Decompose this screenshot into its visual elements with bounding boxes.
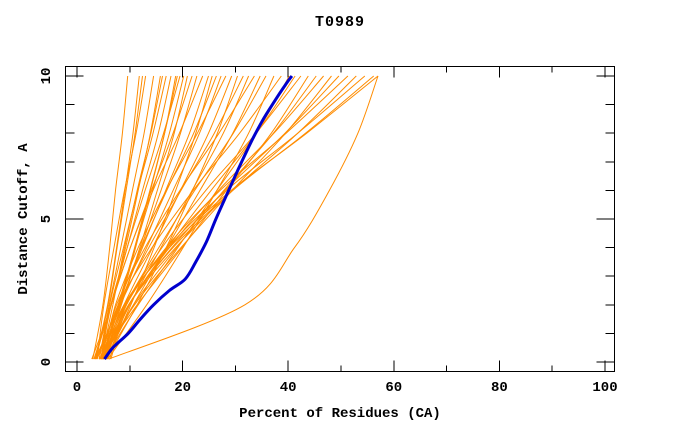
prediction-curve <box>99 75 282 360</box>
x-tick-label: 60 <box>385 380 402 396</box>
prediction-curve <box>94 75 140 360</box>
prediction-curve <box>104 75 379 360</box>
y-tick-label: 5 <box>39 215 55 223</box>
x-tick-label: 100 <box>592 380 617 396</box>
prediction-curve <box>96 75 244 360</box>
prediction-curve <box>110 75 375 360</box>
prediction-curve <box>100 75 204 360</box>
prediction-curve <box>94 75 222 360</box>
prediction-curve <box>98 75 309 360</box>
prediction-curve <box>106 75 238 360</box>
prediction-curve <box>108 75 379 360</box>
prediction-curve <box>96 75 147 360</box>
prediction-curve <box>92 75 129 360</box>
prediction-curve <box>95 75 143 360</box>
y-tick-label: 0 <box>39 358 55 366</box>
prediction-curve <box>102 75 227 360</box>
curves-group <box>91 75 379 360</box>
highlighted-prediction-curve <box>103 75 294 360</box>
chart-title: T0989 <box>314 14 365 31</box>
x-tick-label: 40 <box>280 380 297 396</box>
x-tick-label: 80 <box>491 380 508 396</box>
prediction-curve <box>102 75 357 360</box>
prediction-curve <box>109 75 349 360</box>
y-axis-title: Distance Cutoff, A <box>16 143 32 295</box>
x-tick-label: 20 <box>174 380 191 396</box>
prediction-curve <box>100 75 255 360</box>
prediction-curve <box>100 75 167 360</box>
y-tick-label: 10 <box>39 68 55 85</box>
prediction-curve <box>106 75 366 360</box>
x-axis-title: Percent of Residues (CA) <box>239 406 441 422</box>
prediction-curve <box>99 75 188 360</box>
prediction-curve <box>98 75 181 360</box>
x-tick-label: 0 <box>73 380 81 396</box>
